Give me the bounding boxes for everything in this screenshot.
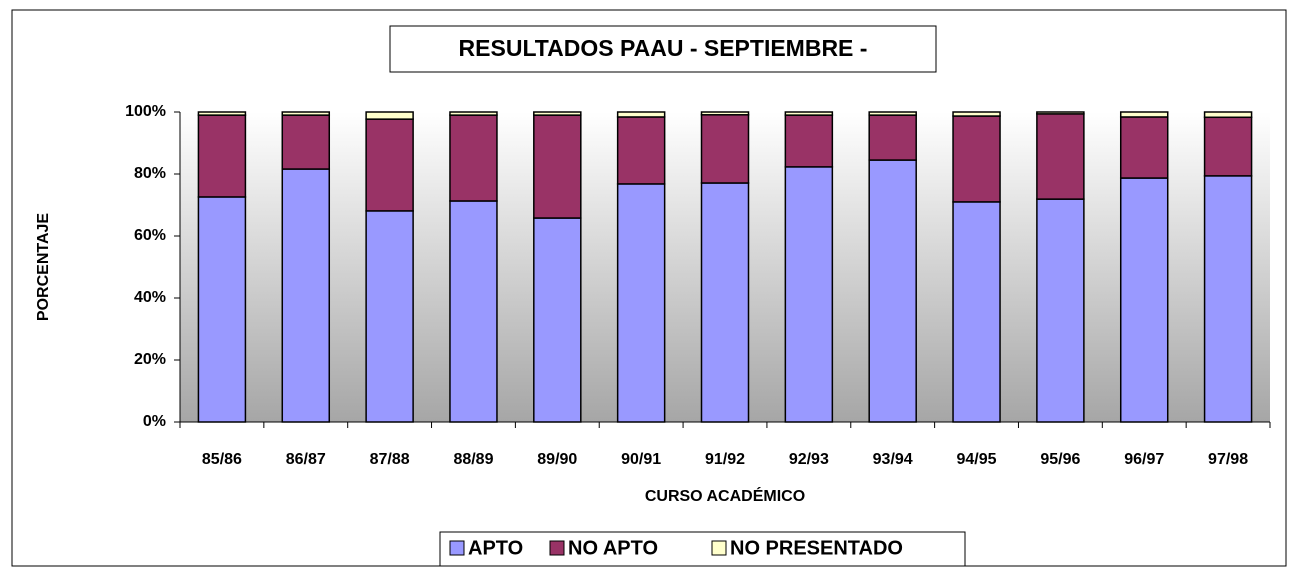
y-axis-label: PORCENTAJE: [35, 213, 52, 321]
bar-segment: [1203, 111, 1253, 119]
bar-segment: [533, 217, 582, 423]
title-box: [389, 25, 937, 73]
x-tick-label: 86/87: [286, 451, 326, 468]
bar-segment: [533, 111, 582, 116]
bar-segment: [952, 111, 1001, 117]
bar-segment: [952, 115, 1001, 203]
x-tick-label: 96/97: [1124, 451, 1164, 468]
bar-segment: [784, 111, 834, 116]
bar-segment: [365, 118, 414, 212]
bar-segment: [868, 114, 917, 161]
bar-segment: [616, 116, 666, 185]
bar-segment: [1119, 111, 1169, 118]
bar-segment: [197, 196, 247, 423]
legend-swatch: [449, 540, 465, 556]
legend-label: NO PRESENTADO: [730, 537, 903, 559]
x-tick-label: 89/90: [537, 451, 577, 468]
bar-segment: [281, 111, 331, 116]
bar-segment: [197, 114, 247, 198]
bar-segment: [1203, 116, 1253, 177]
bar-segment: [868, 159, 917, 423]
legend-label: APTO: [468, 537, 523, 559]
bar-segment: [365, 210, 414, 423]
bar-segment: [784, 114, 834, 168]
y-tick-label: 40%: [134, 289, 166, 306]
bar-segment: [1036, 111, 1085, 115]
x-tick-label: 93/94: [873, 451, 913, 468]
x-tick-label: 85/86: [202, 451, 242, 468]
bar-segment: [700, 182, 750, 423]
legend-swatch: [549, 540, 565, 556]
bar-segment: [449, 111, 498, 116]
x-tick-label: 90/91: [621, 451, 661, 468]
bar-segment: [449, 114, 498, 202]
bar-segment: [281, 114, 331, 170]
bar-segment: [365, 111, 414, 120]
x-tick-label: 97/98: [1208, 451, 1248, 468]
bar-segment: [1036, 198, 1085, 423]
x-tick-label: 94/95: [957, 451, 997, 468]
bar-segment: [616, 183, 666, 423]
bar-segment: [197, 111, 247, 116]
x-tick-label: 88/89: [453, 451, 493, 468]
bar-segment: [784, 166, 834, 423]
x-axis-label: CURSO ACADÉMICO: [645, 486, 805, 505]
chart-title: RESULTADOS PAAU - SEPTIEMBRE -: [459, 35, 868, 61]
legend-box: [439, 531, 966, 567]
bar-segment: [533, 114, 582, 219]
y-tick-label: 100%: [125, 103, 166, 120]
bar-segment: [1119, 177, 1169, 423]
x-tick-label: 87/88: [370, 451, 410, 468]
bar-segment: [281, 168, 331, 423]
bar-segment: [868, 111, 917, 116]
bar-segment: [700, 111, 750, 116]
bar-segment: [616, 111, 666, 118]
y-tick-label: 80%: [134, 165, 166, 182]
legend-label: NO APTO: [568, 537, 658, 559]
bar-segment: [1203, 175, 1253, 423]
x-tick-label: 91/92: [705, 451, 745, 468]
legend-swatch: [711, 540, 727, 556]
bar-segment: [700, 114, 750, 184]
y-tick-label: 0%: [143, 413, 166, 430]
y-tick-label: 60%: [134, 227, 166, 244]
x-tick-label: 95/96: [1040, 451, 1080, 468]
x-tick-label: 92/93: [789, 451, 829, 468]
y-tick-label: 20%: [134, 351, 166, 368]
bar-segment: [449, 200, 498, 423]
bar-segment: [1036, 113, 1085, 200]
bar-segment: [1119, 116, 1169, 179]
bar-segment: [952, 201, 1001, 423]
